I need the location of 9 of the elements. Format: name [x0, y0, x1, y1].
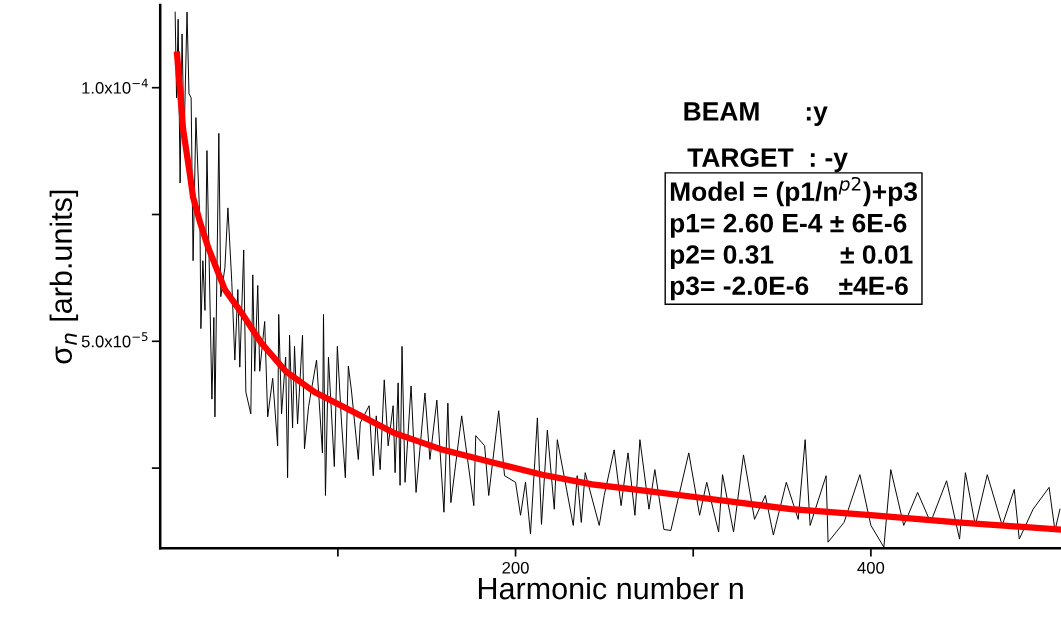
- y-tick-label: 5.0x10$^{−5}$: [81, 332, 148, 348]
- y-tick-label: 1.0x10$^{−4}$: [82, 78, 148, 94]
- y-axis-title: σ$_{n}$ [arb.units]: [49, 190, 79, 364]
- x-tick-label: 200: [502, 561, 529, 574]
- annotation: Model = (p1/n$^{p2}$)+p3 p1= 2.60 E-4 ± 6E-6 p2= 0.31 ± 0.01 p3= -2.0E-6 ±4E-6: [670, 176, 917, 301]
- annotation: TARGET : -y: [687, 148, 848, 173]
- x-tick-label: 400: [857, 561, 885, 574]
- annotation: BEAM :y: [684, 102, 828, 126]
- x-axis-title: Harmonic number n: [478, 576, 743, 600]
